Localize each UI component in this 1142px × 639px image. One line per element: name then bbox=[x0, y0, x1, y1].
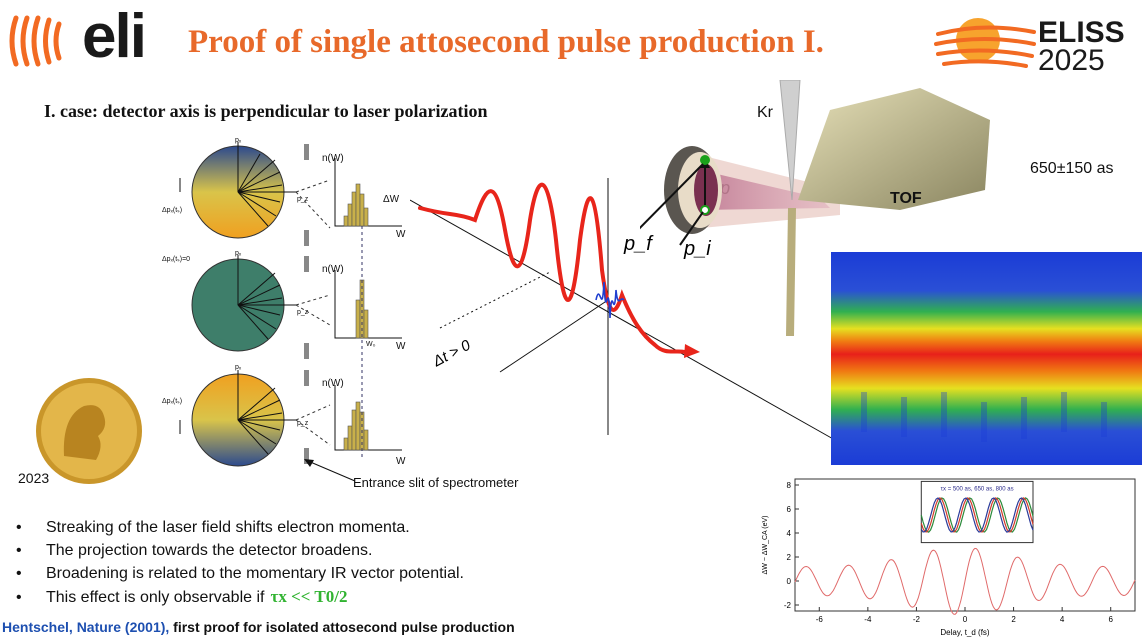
bullet-text: Streaking of the laser field shifts elec… bbox=[46, 519, 410, 536]
y-tick-label: 8 bbox=[787, 481, 792, 490]
tof-label: TOF bbox=[890, 190, 922, 207]
inset-legend: τx = 500 as, 650 as, 800 as bbox=[941, 486, 1014, 492]
nW-label-2: n(W) bbox=[322, 264, 344, 275]
pz-label-1: p_z bbox=[297, 196, 309, 203]
reference-text: first proof for isolated attosecond puls… bbox=[169, 619, 515, 635]
px-label-1: pₓ bbox=[235, 137, 242, 144]
px-label-3: pₓ bbox=[235, 364, 242, 371]
dpx-label-3: Δpₓ(tₛ) bbox=[162, 398, 183, 405]
eliss-logo-text: ELISS bbox=[1038, 16, 1125, 49]
pulse-duration-label: 650±150 as bbox=[1030, 160, 1114, 177]
streaking-schematic bbox=[179, 142, 402, 467]
bullet-item: • Streaking of the laser field shifts ele… bbox=[16, 519, 410, 536]
nW-label-1: n(W) bbox=[322, 153, 344, 164]
pz-label-2: p_z bbox=[297, 309, 309, 316]
laser-pulse-diagram bbox=[410, 178, 836, 441]
W0-label: W₀ bbox=[366, 341, 376, 348]
bullet-text: This effect is only observable if bbox=[46, 589, 265, 606]
y-tick-label: -2 bbox=[784, 601, 792, 610]
W-label-2: W bbox=[396, 341, 406, 352]
inset-frame bbox=[920, 480, 1034, 544]
pi-label: p_i bbox=[684, 238, 711, 260]
W-label-1: W bbox=[396, 229, 406, 240]
x-tick-label: -6 bbox=[816, 615, 824, 624]
y-axis-label: ΔW − ΔW_CA (eV) bbox=[762, 516, 769, 575]
x-tick-label: 6 bbox=[1108, 615, 1113, 624]
W-label-3: W bbox=[396, 456, 406, 467]
bullet-list: • Streaking of the laser field shifts ele… bbox=[14, 516, 464, 608]
x-tick-label: -4 bbox=[864, 615, 872, 624]
case-subtitle: I. case: detector axis is perpendicular … bbox=[44, 101, 488, 121]
eliss-logo-icon bbox=[934, 18, 1036, 68]
x-tick-label: -2 bbox=[913, 615, 921, 624]
inset-curve bbox=[920, 497, 1034, 533]
medal-year: 2023 bbox=[18, 470, 50, 486]
bullet-text: Broadening is related to the momentary I… bbox=[46, 565, 464, 582]
x-tick-label: 2 bbox=[1011, 615, 1016, 624]
pf-label: p_f bbox=[624, 233, 652, 255]
bullet-text: The projection towards the detector broa… bbox=[46, 542, 373, 559]
y-tick-label: 4 bbox=[787, 529, 792, 538]
y-tick-label: 2 bbox=[787, 553, 792, 562]
reference-line: Hentschel, Nature (2001), first proof fo… bbox=[2, 619, 515, 635]
x-tick-label: 0 bbox=[963, 615, 968, 624]
setup-illustration bbox=[640, 80, 990, 336]
condition-formula: τx << T0/2 bbox=[270, 587, 348, 606]
x-axis-label: Delay, t_d (fs) bbox=[940, 628, 990, 637]
eliss-year-text: 2025 bbox=[1038, 44, 1105, 77]
nobel-medal-icon bbox=[36, 378, 142, 484]
slit-pointer-arrow bbox=[304, 459, 356, 482]
eli-logo-icon bbox=[9, 15, 62, 67]
bullet-item: • The projection towards the detector bro… bbox=[16, 542, 373, 559]
y-tick-label: 0 bbox=[787, 577, 792, 586]
fit-curve bbox=[794, 547, 1136, 615]
nW-label-3: n(W) bbox=[322, 378, 344, 389]
dpx-label-2: Δpₓ(tₛ)=0 bbox=[162, 256, 191, 263]
x-tick-label: 4 bbox=[1060, 615, 1065, 624]
bullet-item: • This effect is only observable if τx << … bbox=[16, 587, 348, 606]
bullet-item: • Broadening is related to the momentary … bbox=[16, 565, 464, 582]
px-label-2: pₓ bbox=[235, 250, 242, 257]
delay-energy-plot: -6 -4 -2 0 2 4 6 -2 0 2 4 6 8 Delay, t_d (fs) ΔW − ΔW_… bbox=[762, 478, 1136, 637]
streaking-spectrogram bbox=[831, 252, 1142, 465]
eli-logo-text: eli bbox=[82, 2, 147, 71]
slide-title: Proof of single attosecond pulse product… bbox=[188, 24, 824, 60]
y-tick-label: 6 bbox=[787, 505, 792, 514]
reference-authors: Hentschel, Nature (2001), bbox=[2, 619, 170, 635]
kr-label: Kr bbox=[757, 104, 773, 121]
dpx-label-1: Δpₓ(tₛ) bbox=[162, 207, 183, 214]
spectrometer-slit-label: Entrance slit of spectrometer bbox=[353, 475, 519, 490]
pz-label-3: p_z bbox=[297, 420, 309, 427]
dW-label: ΔW bbox=[383, 194, 400, 205]
inset-curve bbox=[920, 497, 1034, 533]
